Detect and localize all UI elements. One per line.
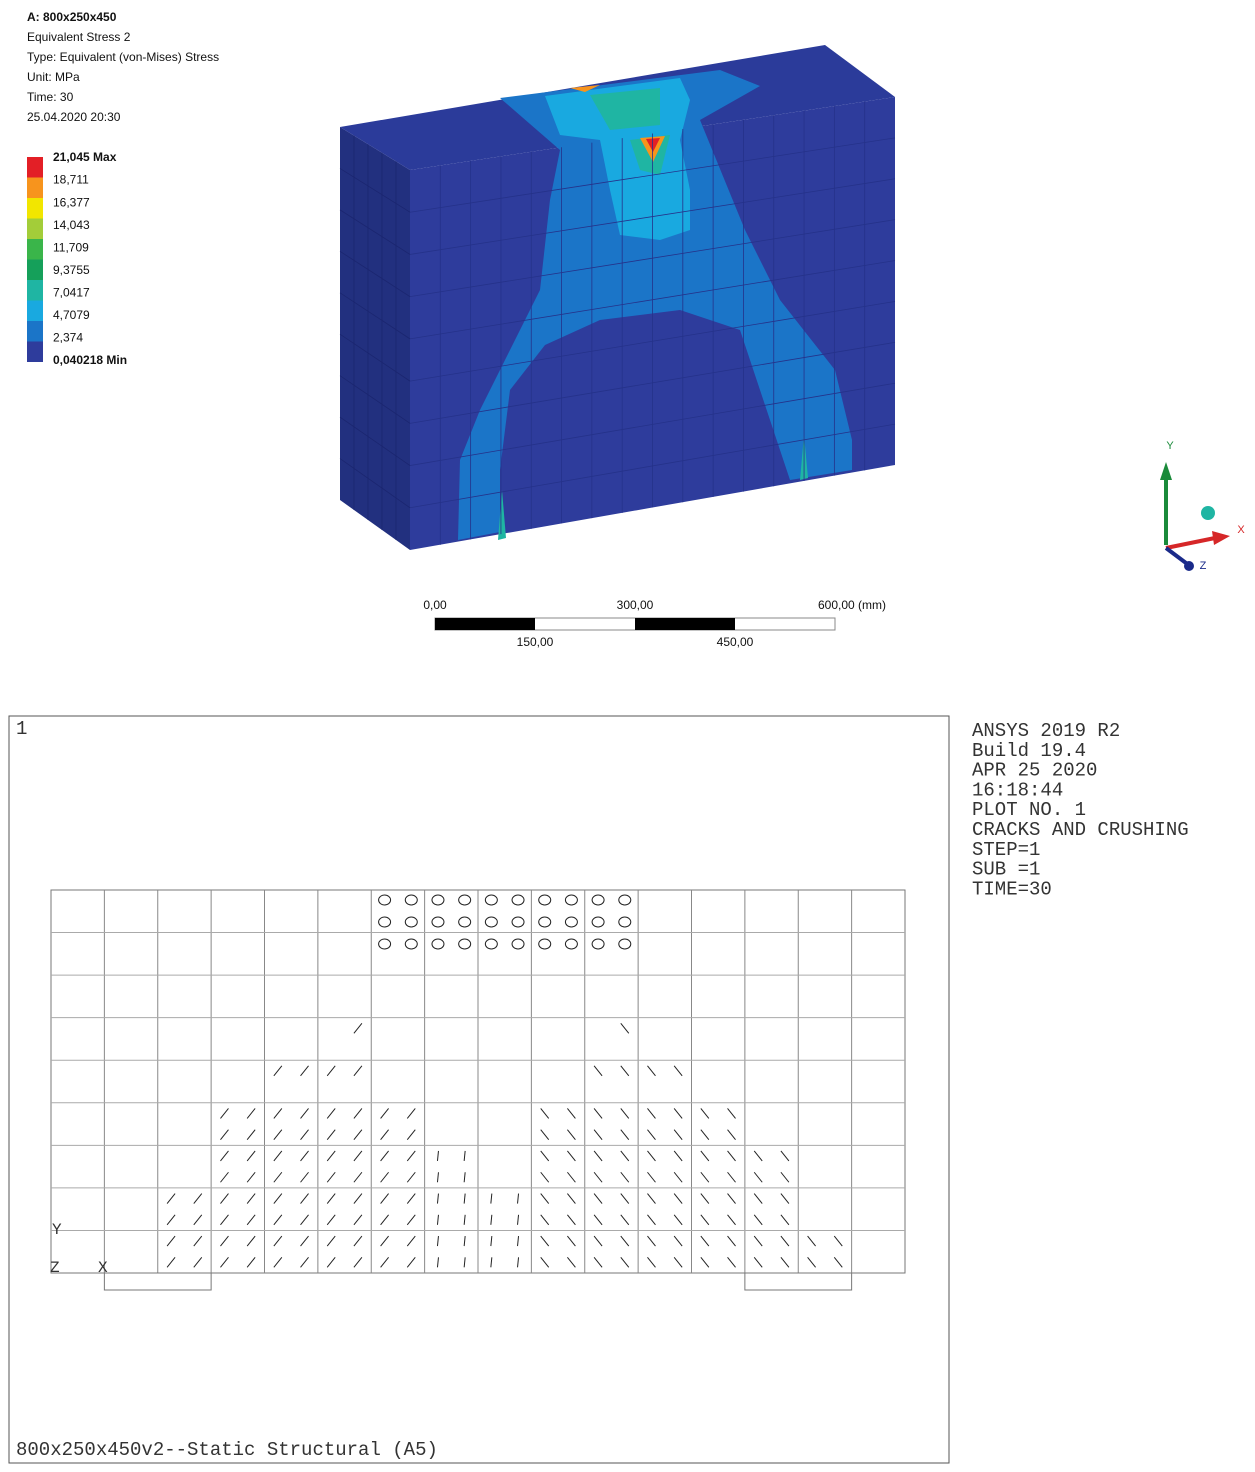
legend-label: 21,045 Max — [53, 150, 117, 164]
scale-bar-segment — [635, 618, 735, 630]
info-line: APR 25 2020 — [972, 760, 1097, 782]
info-line: ANSYS 2019 R2 — [972, 720, 1120, 742]
legend-label: 16,377 — [53, 195, 90, 209]
header-line: Unit: MPa — [27, 70, 80, 84]
scale-label: 300,00 — [617, 598, 654, 612]
legend-swatch — [27, 260, 43, 281]
axis-z — [1184, 561, 1194, 571]
axis-x — [1212, 531, 1230, 545]
axis-label: Z — [50, 1259, 60, 1277]
axis-y — [1160, 462, 1172, 480]
legend-swatch — [27, 342, 43, 363]
axis-label: Y — [52, 1221, 62, 1239]
info-line: PLOT NO. 1 — [972, 799, 1086, 821]
footer: 800x250x450v2--Static Structural (A5) — [16, 1439, 438, 1461]
scale-label: 0,00 — [423, 598, 447, 612]
info-line: STEP=1 — [972, 839, 1040, 861]
axis-label: Y — [1166, 440, 1174, 452]
plot-window — [9, 716, 949, 1463]
header-line: Type: Equivalent (von-Mises) Stress — [27, 50, 219, 64]
header-line: Time: 30 — [27, 90, 74, 104]
header-line: 25.04.2020 20:30 — [27, 110, 121, 124]
axis-label: Z — [1200, 560, 1207, 572]
legend-swatch — [27, 301, 43, 322]
info-line: TIME=30 — [972, 878, 1052, 900]
legend-swatch — [27, 239, 43, 260]
info-line: 16:18:44 — [972, 779, 1063, 801]
window-number: 1 — [16, 718, 27, 740]
scale-label: 450,00 — [717, 635, 754, 649]
info-line: Build 19.4 — [972, 740, 1086, 762]
legend-swatch — [27, 178, 43, 199]
axis-label: X — [1237, 524, 1245, 536]
legend-swatch — [27, 157, 43, 178]
axis-x — [1166, 538, 1215, 548]
legend-label: 14,043 — [53, 218, 90, 232]
legend-label: 0,040218 Min — [53, 353, 127, 367]
scale-label: 600,00 (mm) — [818, 598, 886, 612]
header-line: Equivalent Stress 2 — [27, 30, 131, 44]
page: 0,00 300,00 600,00 (mm) 150,00 450,00 Y … — [0, 0, 1255, 1472]
legend-label: 2,374 — [53, 331, 83, 345]
legend-label: 18,711 — [53, 173, 89, 187]
legend-swatch — [27, 321, 43, 342]
legend-label: 11,709 — [53, 240, 89, 254]
legend-label: 4,7079 — [53, 308, 90, 322]
scale-bar-segment — [435, 618, 535, 630]
info-line: SUB =1 — [972, 859, 1040, 881]
triad-ball — [1201, 506, 1215, 520]
axis-z — [1166, 548, 1186, 563]
legend-swatch — [27, 198, 43, 219]
legend-swatch — [27, 280, 43, 301]
legend-label: 9,3755 — [53, 263, 90, 277]
info-line: CRACKS AND CRUSHING — [972, 819, 1189, 841]
header-line: A: 800x250x450 — [27, 10, 117, 24]
axis-label: X — [98, 1259, 108, 1277]
scale-label: 150,00 — [517, 635, 554, 649]
legend-label: 7,0417 — [53, 286, 90, 300]
legend-swatch — [27, 219, 43, 240]
screen: 0,00 300,00 600,00 (mm) 150,00 450,00 Y … — [0, 0, 1255, 1472]
